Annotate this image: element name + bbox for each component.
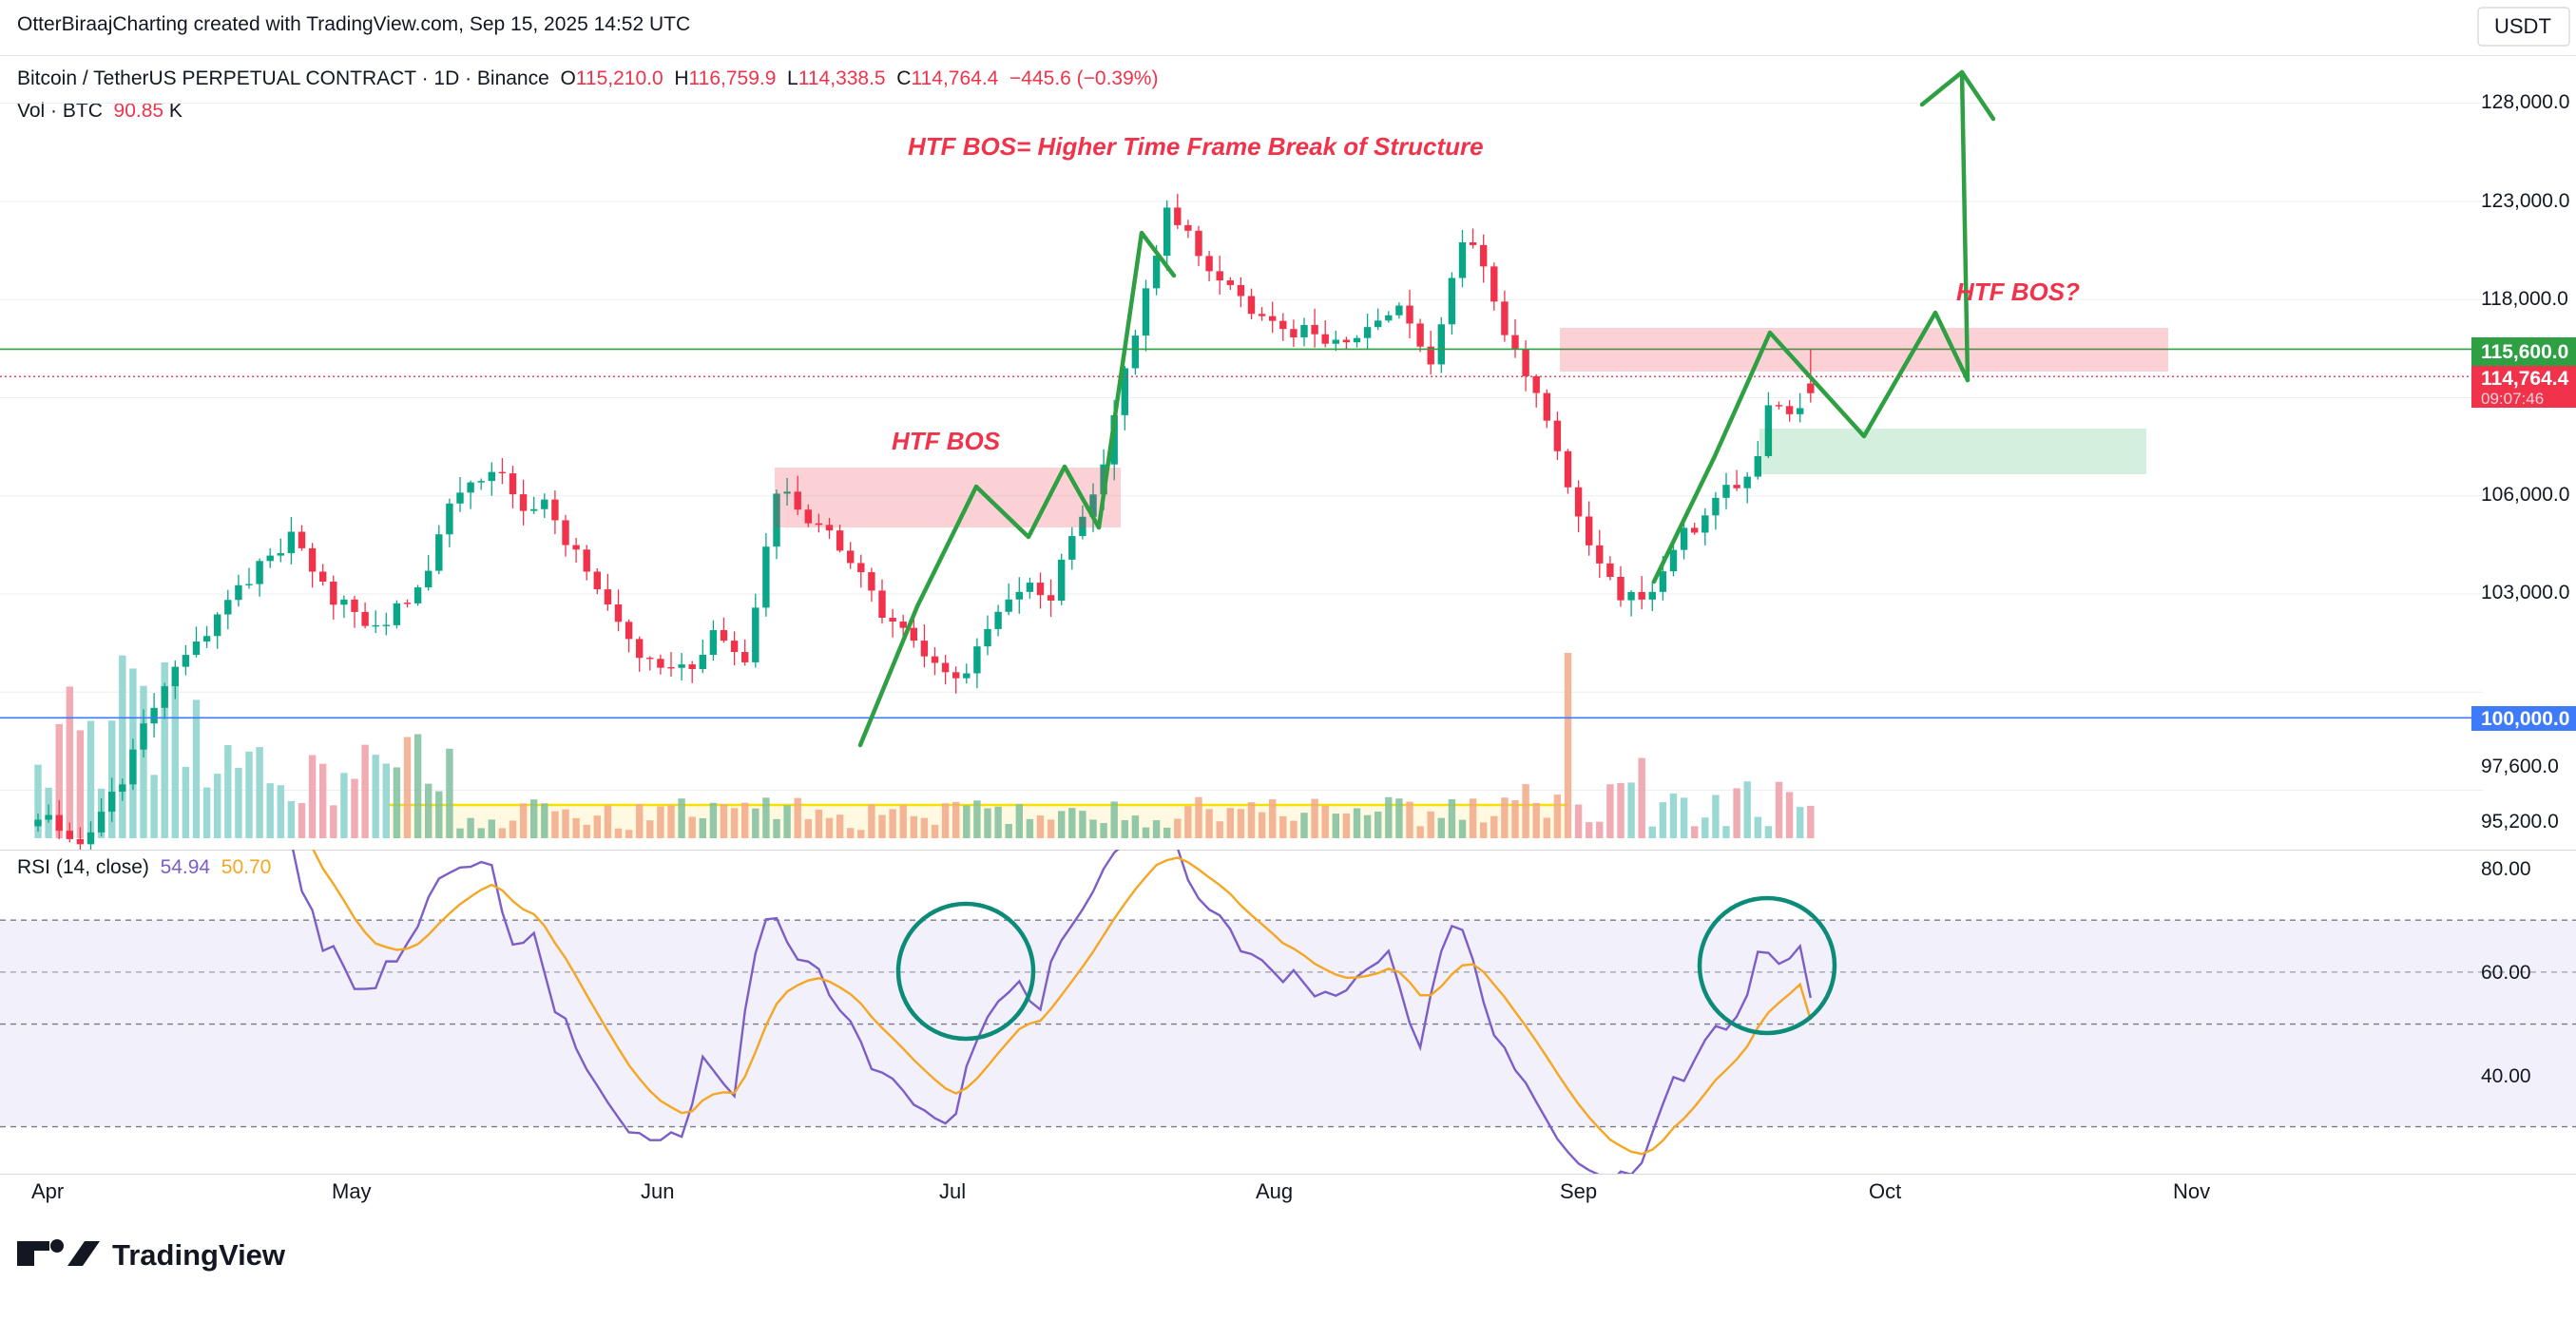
svg-text:Apr: Apr (31, 1179, 64, 1203)
svg-text:Nov: Nov (2173, 1179, 2210, 1203)
svg-text:Sep: Sep (1560, 1179, 1597, 1203)
svg-text:TradingView: TradingView (112, 1238, 286, 1272)
svg-text:Oct: Oct (1869, 1179, 1901, 1203)
svg-text:Jun: Jun (641, 1179, 674, 1203)
svg-text:Jul: Jul (939, 1179, 966, 1203)
svg-text:Aug: Aug (1256, 1179, 1293, 1203)
svg-text:May: May (332, 1179, 372, 1203)
